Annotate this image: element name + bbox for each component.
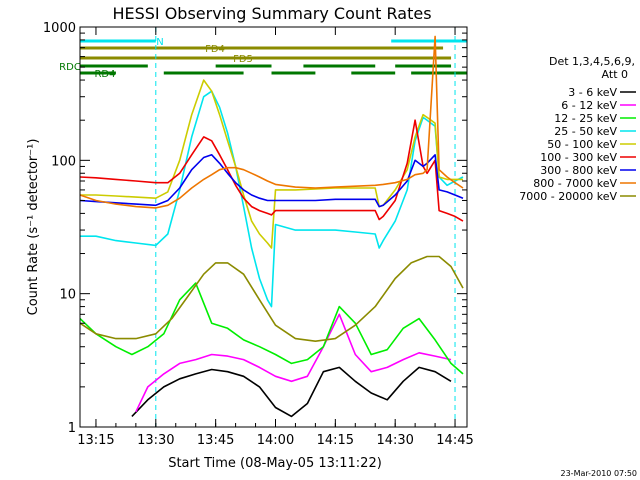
legend-label-6: 300 - 800 keV <box>540 164 617 177</box>
series-line-8 <box>79 255 464 343</box>
flag-label-rd4: RD4 <box>94 69 115 80</box>
x-tick-label-2: 13:45 <box>197 433 234 448</box>
observing-flag-bars: N FD4 FD5 RDC RD4 <box>59 27 467 427</box>
plot-frame <box>79 26 468 428</box>
legend-label-0: 3 - 6 keV <box>568 86 617 99</box>
legend-label-1: 6 - 12 keV <box>561 99 617 112</box>
y-tick-label-3: 1000 <box>43 21 76 36</box>
series-line-5 <box>79 119 464 222</box>
y-tick-label-1: 10 <box>59 288 76 303</box>
legend-header-line-1: Det 1,3,4,5,6,9, <box>549 55 635 68</box>
series-line-1 <box>135 313 452 413</box>
legend-label-2: 12 - 25 keV <box>554 112 617 125</box>
legend-label-8: 7000 - 20000 keV <box>519 190 617 203</box>
series-line-6 <box>79 154 464 208</box>
x-axis-label: Start Time (08-May-05 13:11:22) <box>168 456 382 471</box>
legend-label-4: 50 - 100 keV <box>547 138 617 151</box>
flag-label-fd4: FD4 <box>205 44 225 55</box>
x-tick-label-4: 14:15 <box>317 433 354 448</box>
series-line-7 <box>79 35 464 209</box>
legend-header-line-2: Att 0 <box>602 68 628 81</box>
series-line-3 <box>80 90 464 308</box>
x-tick-label-3: 14:00 <box>257 433 294 448</box>
y-axis-label: Count Rate (s⁻¹ detector⁻¹) <box>26 139 41 316</box>
y-tick-label-2: 100 <box>51 154 76 169</box>
axis-ticks: 13:15 13:30 13:45 14:00 14:15 14:30 14:45 1 10 10… <box>43 21 474 448</box>
legend-label-3: 25 - 50 keV <box>554 125 617 138</box>
x-tick-label-0: 13:15 <box>77 433 114 448</box>
chart-title: HESSI Observing Summary Count Rates <box>112 4 431 23</box>
y-tick-label-0: 1 <box>68 421 76 436</box>
legend-label-7: 800 - 7000 keV <box>533 177 617 190</box>
footer-timestamp: 23-Mar-2010 07:50 <box>561 469 638 478</box>
series-line-4 <box>80 79 463 249</box>
legend-label-5: 100 - 300 keV <box>540 151 617 164</box>
series-line-0 <box>131 366 452 418</box>
x-tick-label-6: 14:45 <box>436 433 473 448</box>
flag-label-fd5: FD5 <box>233 54 253 65</box>
x-tick-label-1: 13:30 <box>137 433 174 448</box>
series-line-2 <box>79 282 464 375</box>
x-tick-label-5: 14:30 <box>376 433 413 448</box>
series-lines <box>79 35 464 418</box>
flag-label-n: N <box>156 37 163 48</box>
flag-label-rdc: RDC <box>59 62 81 73</box>
